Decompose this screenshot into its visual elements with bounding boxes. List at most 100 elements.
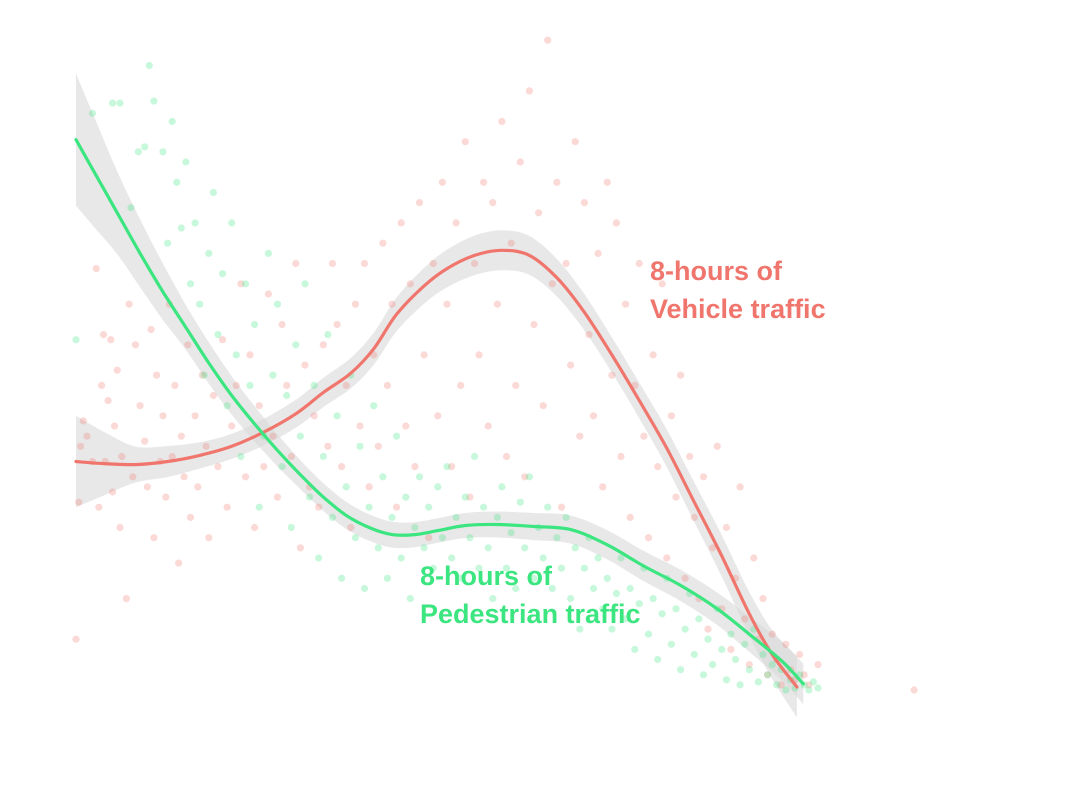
vehicle-data-point bbox=[626, 513, 634, 522]
vehicle-data-point bbox=[180, 473, 188, 481]
pedestrian-data-point bbox=[658, 610, 666, 618]
vehicle-data-point bbox=[608, 371, 616, 379]
vehicle-data-point bbox=[351, 300, 359, 308]
pedestrian-data-point bbox=[589, 584, 598, 593]
pedestrian-data-point bbox=[649, 595, 657, 603]
vehicle-data-point bbox=[658, 280, 666, 288]
vehicle-data-point bbox=[553, 178, 561, 186]
pedestrian-data-point bbox=[397, 554, 405, 562]
vehicle-data-point bbox=[805, 681, 813, 689]
vehicle-data-point bbox=[194, 483, 202, 491]
pedestrian-data-point bbox=[393, 432, 401, 440]
pedestrian-data-point bbox=[301, 280, 309, 288]
vehicle-data-point bbox=[356, 422, 364, 430]
pedestrian-data-point bbox=[191, 219, 199, 227]
pedestrian-annotation-line-2: Pedestrian traffic bbox=[420, 599, 641, 629]
vehicle-data-point bbox=[143, 483, 151, 491]
vehicle-data-point bbox=[383, 381, 391, 389]
vehicle-data-point bbox=[420, 351, 428, 359]
pedestrian-data-point bbox=[736, 681, 744, 689]
pedestrian-data-point bbox=[617, 554, 625, 562]
vehicle-data-point bbox=[704, 625, 712, 633]
pedestrian-data-point bbox=[370, 402, 378, 410]
vehicle-data-point bbox=[109, 488, 117, 496]
pedestrian-data-point bbox=[576, 625, 584, 633]
pedestrian-data-point bbox=[116, 99, 124, 107]
pedestrian-data-point bbox=[209, 188, 217, 197]
pedestrian-data-point bbox=[196, 300, 204, 308]
pedestrian-data-point bbox=[232, 351, 240, 359]
vehicle-data-point bbox=[612, 219, 621, 227]
vehicle-data-point bbox=[796, 650, 804, 659]
pedestrian-data-point bbox=[145, 61, 153, 70]
vehicle-data-point bbox=[782, 640, 790, 648]
pedestrian-data-point bbox=[507, 529, 515, 537]
pedestrian-data-point bbox=[150, 97, 158, 105]
pedestrian-data-point bbox=[699, 671, 708, 679]
pedestrian-data-point bbox=[269, 371, 277, 379]
vehicle-data-point bbox=[92, 265, 100, 273]
pedestrian-data-point bbox=[219, 270, 227, 278]
pedestrian-data-point bbox=[360, 584, 369, 593]
pedestrian-data-point bbox=[553, 534, 561, 542]
pedestrian-data-point bbox=[328, 513, 337, 522]
pedestrian-data-point bbox=[759, 650, 767, 659]
pedestrian-data-point bbox=[622, 615, 630, 623]
pedestrian-data-point bbox=[667, 640, 676, 648]
vehicle-data-point bbox=[466, 493, 474, 501]
vehicle-data-point bbox=[184, 341, 192, 349]
pedestrian-trend-line bbox=[74, 138, 805, 686]
vehicle-data-point bbox=[292, 259, 300, 268]
vehicle-data-point bbox=[287, 452, 295, 461]
vehicle-data-point bbox=[640, 432, 648, 440]
vehicle-data-point bbox=[83, 432, 91, 440]
pedestrian-data-point bbox=[264, 249, 272, 257]
vehicle-data-point bbox=[191, 412, 199, 420]
pedestrian-data-point bbox=[425, 503, 433, 511]
vehicle-data-point bbox=[667, 412, 676, 420]
pedestrian-data-point bbox=[452, 513, 460, 522]
pedestrian-data-point bbox=[448, 554, 456, 562]
vehicle-data-point bbox=[493, 300, 501, 308]
vehicle-data-point bbox=[209, 391, 217, 400]
vehicle-data-point bbox=[228, 422, 236, 430]
vehicle-data-point bbox=[110, 422, 119, 430]
vehicle-data-point bbox=[237, 280, 245, 288]
vehicle-data-point bbox=[644, 534, 653, 542]
vehicle-data-point bbox=[452, 219, 460, 227]
vehicle-data-point bbox=[649, 351, 657, 359]
pedestrian-data-point bbox=[109, 99, 117, 107]
pedestrian-data-point bbox=[246, 381, 254, 389]
vehicle-data-point bbox=[107, 336, 115, 344]
pedestrian-data-point bbox=[626, 584, 634, 593]
vehicle-data-point bbox=[406, 280, 414, 288]
pedestrian-data-point bbox=[475, 564, 483, 572]
vehicle-data-point bbox=[617, 452, 625, 461]
pedestrian-data-point bbox=[402, 493, 410, 501]
pedestrian-data-point bbox=[182, 158, 190, 166]
vehicle-data-point bbox=[777, 681, 785, 689]
vehicle-data-point bbox=[99, 331, 108, 339]
vehicle-data-point bbox=[539, 402, 547, 410]
pedestrian-data-point bbox=[383, 574, 391, 582]
vehicle-data-point bbox=[269, 432, 277, 440]
vehicle-data-point bbox=[415, 199, 424, 207]
pedestrian-data-point bbox=[415, 473, 424, 481]
vehicle-data-point bbox=[171, 381, 179, 389]
vehicle-data-point bbox=[480, 178, 488, 186]
pedestrian-data-point bbox=[287, 523, 295, 532]
pedestrian-data-point bbox=[438, 534, 446, 542]
vehicle-data-point bbox=[502, 452, 511, 461]
vehicle-trend-line bbox=[74, 248, 799, 689]
pedestrian-data-point bbox=[722, 676, 731, 684]
pedestrian-data-point bbox=[809, 678, 818, 686]
pedestrian-data-point bbox=[773, 681, 781, 689]
vehicle-data-point bbox=[521, 473, 529, 481]
vehicle-data-point bbox=[328, 259, 337, 268]
pedestrian-data-point bbox=[310, 381, 318, 389]
pedestrian-data-point bbox=[548, 584, 556, 593]
pedestrian-data-point bbox=[214, 331, 222, 339]
vehicle-data-point bbox=[672, 493, 680, 501]
pedestrian-data-point bbox=[562, 513, 570, 522]
